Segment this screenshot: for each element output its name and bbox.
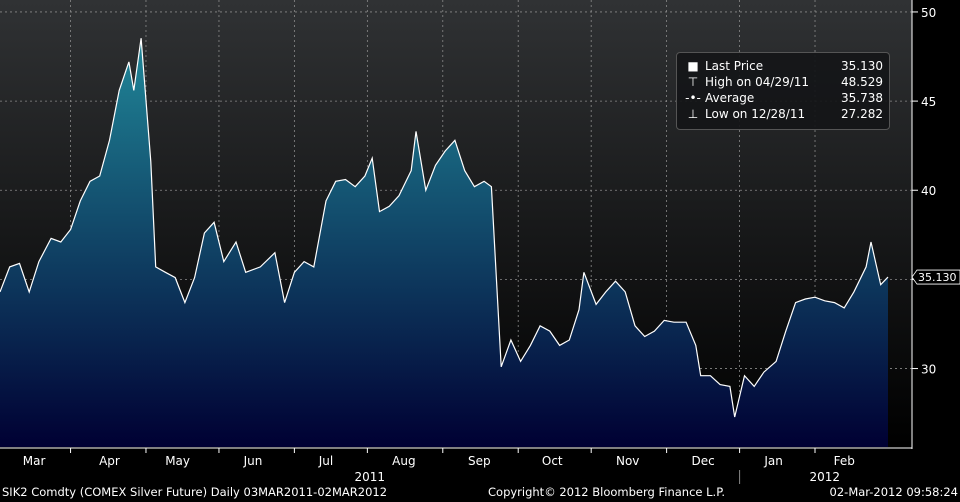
x-tick-label: Apr — [99, 454, 120, 468]
year-label: 2012 — [809, 470, 840, 484]
security-description: SIK2 Comdty (COMEX Silver Future) Daily … — [2, 485, 388, 499]
x-tick-label: Sep — [468, 454, 491, 468]
high-marker-icon: ⊤ — [687, 75, 699, 89]
timestamp: 02-Mar-2012 09:58:24 — [829, 485, 958, 499]
x-tick-label: Nov — [616, 454, 639, 468]
year-label: 2011 — [355, 470, 386, 484]
x-tick-label: Mar — [23, 454, 46, 468]
legend-last-price: ■ Last Price 35.130 — [685, 58, 883, 74]
y-tick-label: 30 — [921, 363, 936, 377]
x-axis-panel — [0, 447, 912, 484]
x-tick-label: Jun — [243, 454, 263, 468]
x-tick-label: Feb — [834, 454, 855, 468]
x-tick-label: May — [165, 454, 190, 468]
x-tick-label: Dec — [691, 454, 714, 468]
last-price-tag — [911, 269, 960, 285]
average-marker-icon: -•- — [685, 91, 701, 105]
legend: ■ Last Price 35.130 ⊤ High on 04/29/11 48.52… — [676, 52, 890, 130]
last-price-label: 35.130 — [918, 271, 957, 284]
legend-high: ⊤ High on 04/29/11 48.529 — [685, 74, 883, 90]
x-tick-label: Jul — [318, 454, 333, 468]
y-tick-label: 45 — [921, 95, 936, 109]
y-tick-label: 50 — [921, 6, 936, 20]
x-tick-label: Oct — [542, 454, 563, 468]
square-icon: ■ — [687, 59, 699, 73]
price-line — [0, 38, 889, 418]
y-tick-label: 40 — [921, 184, 936, 198]
x-tick-label: Aug — [392, 454, 415, 468]
y-axis-panel — [912, 0, 960, 484]
footer: SIK2 Comdty (COMEX Silver Future) Daily … — [0, 484, 960, 502]
copyright: Copyright© 2012 Bloomberg Finance L.P. — [488, 485, 725, 499]
legend-low: ⊥ Low on 12/28/11 27.282 — [685, 106, 883, 122]
x-tick-label: Jan — [763, 454, 783, 468]
legend-average: -•- Average 35.738 — [685, 91, 883, 105]
price-area — [0, 38, 888, 447]
low-marker-icon: ⊥ — [687, 107, 699, 121]
